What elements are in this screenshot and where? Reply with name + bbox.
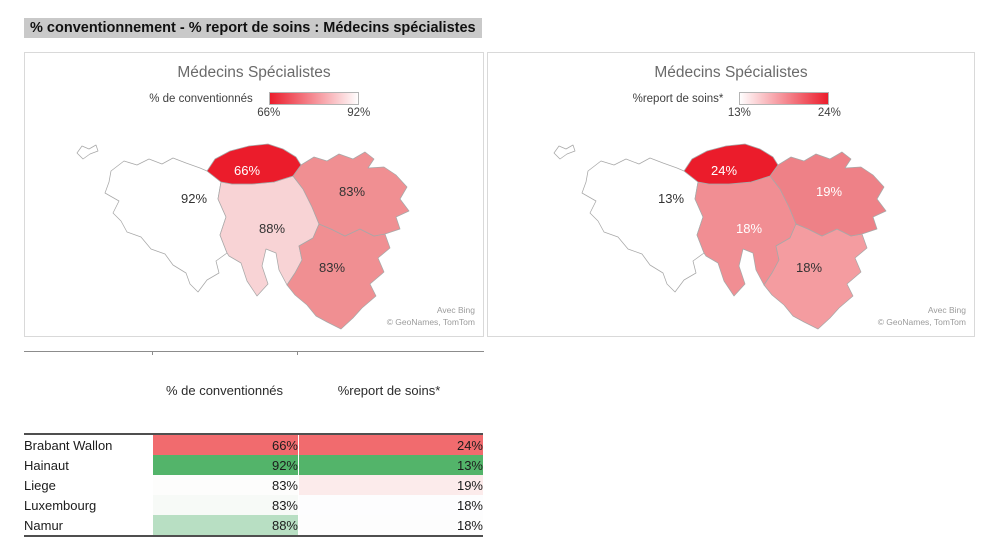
legend-label: % de conventionnés — [149, 93, 253, 105]
cell-conventionnes[interactable]: 83% — [152, 475, 299, 495]
legend-min-value: 66% — [257, 107, 281, 119]
legend-max-value: 24% — [817, 107, 841, 119]
table-rule-tick — [152, 351, 153, 355]
row-label[interactable]: Luxembourg — [24, 495, 153, 515]
attribution-line2: © GeoNames, TomTom — [386, 316, 475, 327]
region-hainaut-exclave[interactable] — [76, 144, 99, 160]
legend-scale: 13% 24% — [728, 92, 841, 119]
table-rule-tick — [297, 351, 298, 355]
region-label-luxembourg: 18% — [796, 260, 822, 275]
region-label-namur: 88% — [259, 221, 285, 236]
cell-report[interactable]: 13% — [298, 455, 483, 475]
region-label-brabant-wallon: 24% — [711, 163, 737, 178]
region-label-liege: 19% — [816, 184, 842, 199]
legend-label: %report de soins* — [632, 93, 724, 105]
map-title: Médecins Spécialistes — [177, 64, 331, 81]
cell-report[interactable]: 18% — [298, 495, 483, 515]
region-hainaut[interactable] — [581, 157, 705, 293]
region-label-hainaut: 92% — [181, 191, 207, 206]
table-row-luxembourg[interactable]: Luxembourg 83% 18% — [24, 495, 483, 515]
row-label[interactable]: Hainaut — [24, 455, 153, 475]
summary-table: Brabant Wallon 66% 24% Hainaut 92% 13% L… — [24, 433, 483, 537]
legend-scale: 66% 92% — [257, 92, 370, 119]
row-label[interactable]: Namur — [24, 515, 153, 536]
legend-bar-rect — [268, 92, 359, 105]
map-panel-report-soins: Médecins Spécialistes %report de soins* … — [487, 52, 975, 337]
region-liege[interactable] — [292, 151, 410, 237]
region-hainaut[interactable] — [104, 157, 228, 293]
cell-report[interactable]: 18% — [298, 515, 483, 536]
table-row-brabant-wallon[interactable]: Brabant Wallon 66% 24% — [24, 434, 483, 455]
map-attribution: Avec Bing © GeoNames, TomTom — [387, 305, 475, 328]
region-brabant-wallon[interactable] — [683, 143, 779, 185]
cell-conventionnes[interactable]: 92% — [152, 455, 299, 475]
map-title: Médecins Spécialistes — [654, 64, 808, 81]
attribution-line2: © GeoNames, TomTom — [877, 316, 966, 327]
region-brabant-wallon[interactable] — [206, 143, 302, 185]
page-title: % conventionnement - % report de soins :… — [24, 18, 482, 38]
legend-gradient-bar — [739, 92, 830, 105]
legend-max-value: 92% — [347, 107, 371, 119]
table-row-hainaut[interactable]: Hainaut 92% 13% — [24, 455, 483, 475]
region-label-luxembourg: 83% — [319, 260, 345, 275]
table-row-liege[interactable]: Liege 83% 19% — [24, 475, 483, 495]
row-label[interactable]: Liege — [24, 475, 153, 495]
cell-report[interactable]: 24% — [298, 434, 483, 455]
table-column-header-conventionnes: % de conventionnés — [165, 383, 284, 398]
legend-report-soins: %report de soins* 13% 24% — [488, 92, 974, 122]
cell-conventionnes[interactable]: 88% — [152, 515, 299, 536]
region-liege[interactable] — [769, 151, 887, 237]
row-label[interactable]: Brabant Wallon — [24, 434, 153, 455]
attribution-line1: Avec Bing — [927, 305, 966, 316]
map-attribution: Avec Bing © GeoNames, TomTom — [878, 305, 966, 328]
legend-min-value: 13% — [727, 107, 751, 119]
table-column-header-report: %report de soins* — [337, 383, 441, 398]
wallonia-map-report-soins: 13% 24% 19% 18% 18% — [553, 143, 887, 330]
region-hainaut-exclave[interactable] — [553, 144, 576, 160]
map-panel-conventionnes: Médecins Spécialistes % de conventionnés… — [24, 52, 484, 337]
region-label-hainaut: 13% — [658, 191, 684, 206]
region-label-liege: 83% — [339, 184, 365, 199]
region-label-namur: 18% — [736, 221, 762, 236]
table-row-namur[interactable]: Namur 88% 18% — [24, 515, 483, 536]
region-label-brabant-wallon: 66% — [234, 163, 260, 178]
cell-report[interactable]: 19% — [298, 475, 483, 495]
wallonia-map-conventionnes: 92% 66% 83% 88% 83% — [76, 143, 410, 330]
cell-conventionnes[interactable]: 66% — [152, 434, 299, 455]
cell-conventionnes[interactable]: 83% — [152, 495, 299, 515]
attribution-line1: Avec Bing — [436, 305, 475, 316]
legend-conventionnes: % de conventionnés 66% 92% — [25, 92, 483, 122]
legend-bar-rect — [739, 92, 830, 105]
table-top-rule — [24, 351, 484, 352]
legend-gradient-bar — [268, 92, 359, 105]
